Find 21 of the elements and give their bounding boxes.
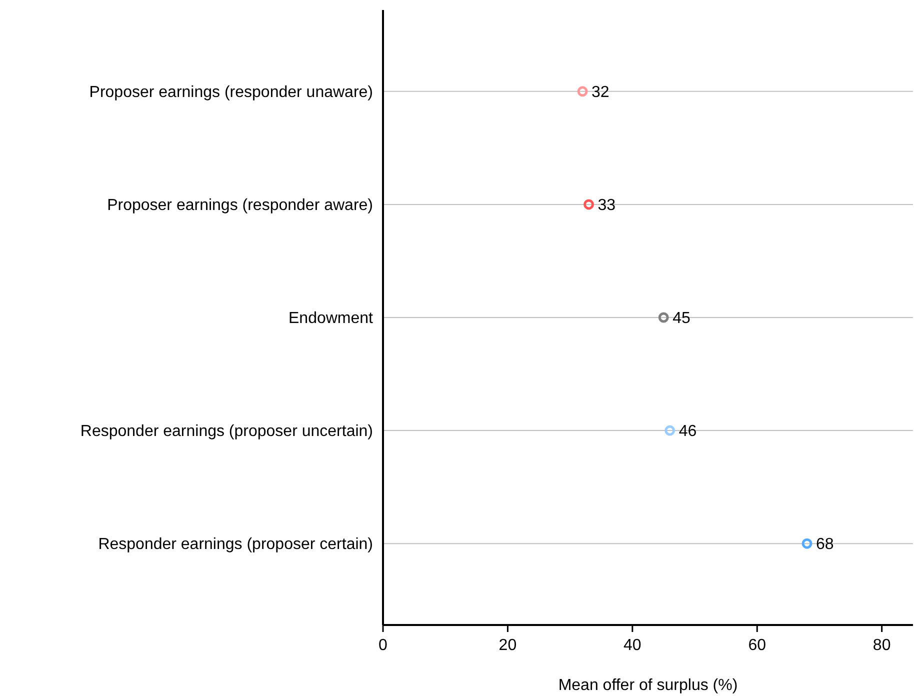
point — [664, 425, 676, 436]
y-tick-label: Endowment — [288, 310, 374, 328]
x-axis-title: Mean offer of surplus (%) — [558, 677, 738, 694]
y-tick-label: Proposer earnings (responder aware) — [107, 197, 373, 214]
point — [802, 538, 812, 549]
x-tick-label: 0 — [378, 637, 388, 654]
point — [658, 312, 669, 323]
x-tick-label: 20 — [498, 637, 517, 654]
y-tick-label: Responder earnings (proposer uncertain) — [80, 423, 373, 440]
y-tick-label: Responder earnings (proposer certain) — [98, 536, 373, 554]
data-label: 33 — [598, 197, 616, 214]
point — [584, 199, 594, 210]
data-label: 68 — [816, 536, 834, 554]
y-tick-label: Proposer earnings (responder unaware) — [89, 84, 373, 101]
data-label: 46 — [678, 423, 697, 440]
data-label: 32 — [592, 84, 610, 101]
x-tick-label: 40 — [624, 637, 642, 654]
x-tick-label: 80 — [872, 637, 891, 654]
data-label: 45 — [672, 310, 690, 328]
point — [577, 86, 588, 97]
x-tick-label: 60 — [748, 637, 766, 654]
